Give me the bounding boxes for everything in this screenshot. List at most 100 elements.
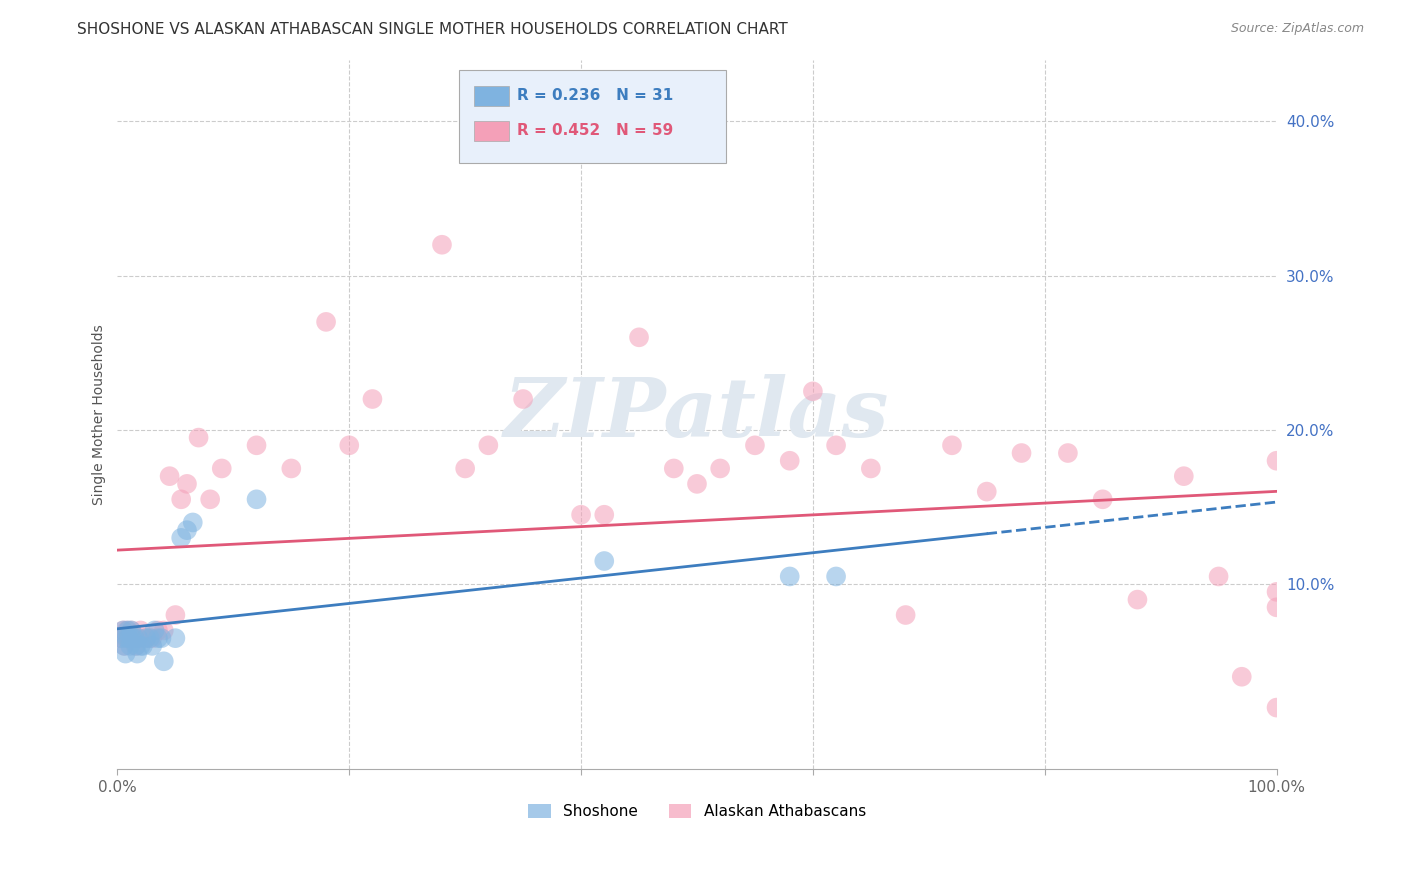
Point xyxy=(129,639,152,653)
Text: SHOSHONE VS ALASKAN ATHABASCAN SINGLE MOTHER HOUSEHOLDS CORRELATION CHART: SHOSHONE VS ALASKAN ATHABASCAN SINGLE MO… xyxy=(77,22,789,37)
Point xyxy=(662,461,685,475)
Point xyxy=(1265,454,1288,468)
Y-axis label: Single Mother Households: Single Mother Households xyxy=(93,324,107,505)
Point xyxy=(709,461,731,475)
Point xyxy=(127,647,149,661)
Text: Source: ZipAtlas.com: Source: ZipAtlas.com xyxy=(1230,22,1364,36)
Point xyxy=(779,454,801,468)
Point xyxy=(117,631,139,645)
Point xyxy=(512,392,534,406)
Text: ZIPatlas: ZIPatlas xyxy=(505,375,890,454)
Point xyxy=(141,631,163,645)
Point xyxy=(1126,592,1149,607)
Point xyxy=(1208,569,1230,583)
Point xyxy=(593,554,616,568)
Point xyxy=(127,631,149,645)
Point xyxy=(176,476,198,491)
FancyBboxPatch shape xyxy=(460,70,725,162)
Point xyxy=(569,508,592,522)
Point xyxy=(187,431,209,445)
Point xyxy=(150,631,173,645)
Point xyxy=(114,631,136,645)
Point xyxy=(165,607,187,622)
Point xyxy=(120,624,142,638)
Point xyxy=(361,392,384,406)
Point xyxy=(315,315,337,329)
Point xyxy=(115,624,138,638)
Point xyxy=(112,624,135,638)
Point xyxy=(146,624,169,638)
Point xyxy=(628,330,651,344)
Text: R = 0.452   N = 59: R = 0.452 N = 59 xyxy=(517,123,673,138)
Point xyxy=(1011,446,1033,460)
Text: R = 0.236   N = 31: R = 0.236 N = 31 xyxy=(517,87,673,103)
Point xyxy=(132,631,155,645)
Point xyxy=(744,438,766,452)
Point xyxy=(110,631,132,645)
Point xyxy=(124,631,146,645)
Point xyxy=(170,531,193,545)
Point xyxy=(121,631,143,645)
Point xyxy=(245,438,267,452)
Point xyxy=(1265,585,1288,599)
Point xyxy=(117,624,139,638)
Point xyxy=(112,639,135,653)
Point xyxy=(121,631,143,645)
Point xyxy=(176,523,198,537)
Point xyxy=(143,624,166,638)
Point xyxy=(110,631,132,645)
FancyBboxPatch shape xyxy=(474,86,509,106)
Point xyxy=(120,624,142,638)
Point xyxy=(211,461,233,475)
Point xyxy=(593,508,616,522)
Point xyxy=(976,484,998,499)
Point xyxy=(894,607,917,622)
Point xyxy=(127,631,149,645)
Point xyxy=(139,631,162,645)
Point xyxy=(198,492,221,507)
Point xyxy=(686,476,709,491)
Point xyxy=(941,438,963,452)
Point xyxy=(159,469,181,483)
Point xyxy=(135,631,157,645)
Point xyxy=(801,384,824,399)
Point xyxy=(146,631,169,645)
Point xyxy=(153,624,176,638)
Point xyxy=(141,639,163,653)
Point xyxy=(118,631,141,645)
Point xyxy=(112,624,135,638)
Point xyxy=(129,624,152,638)
Legend: Shoshone, Alaskan Athabascans: Shoshone, Alaskan Athabascans xyxy=(522,798,872,825)
Point xyxy=(165,631,187,645)
Point xyxy=(859,461,882,475)
Point xyxy=(132,639,155,653)
Point xyxy=(170,492,193,507)
Point xyxy=(114,647,136,661)
Point xyxy=(124,631,146,645)
Point xyxy=(430,237,453,252)
Point xyxy=(112,639,135,653)
Point xyxy=(118,631,141,645)
Point xyxy=(1230,670,1253,684)
Point xyxy=(477,438,499,452)
FancyBboxPatch shape xyxy=(474,121,509,141)
Point xyxy=(1173,469,1195,483)
Point xyxy=(115,631,138,645)
Point xyxy=(125,639,148,653)
Point xyxy=(1091,492,1114,507)
Point xyxy=(454,461,477,475)
Point xyxy=(153,654,176,668)
Point xyxy=(337,438,360,452)
Point xyxy=(125,639,148,653)
Point xyxy=(1265,600,1288,615)
Point xyxy=(1057,446,1080,460)
Point xyxy=(135,631,157,645)
Point xyxy=(1265,700,1288,714)
Point xyxy=(280,461,302,475)
Point xyxy=(245,492,267,507)
Point xyxy=(181,516,204,530)
Point xyxy=(120,639,142,653)
Point xyxy=(825,569,848,583)
Point xyxy=(779,569,801,583)
Point xyxy=(825,438,848,452)
